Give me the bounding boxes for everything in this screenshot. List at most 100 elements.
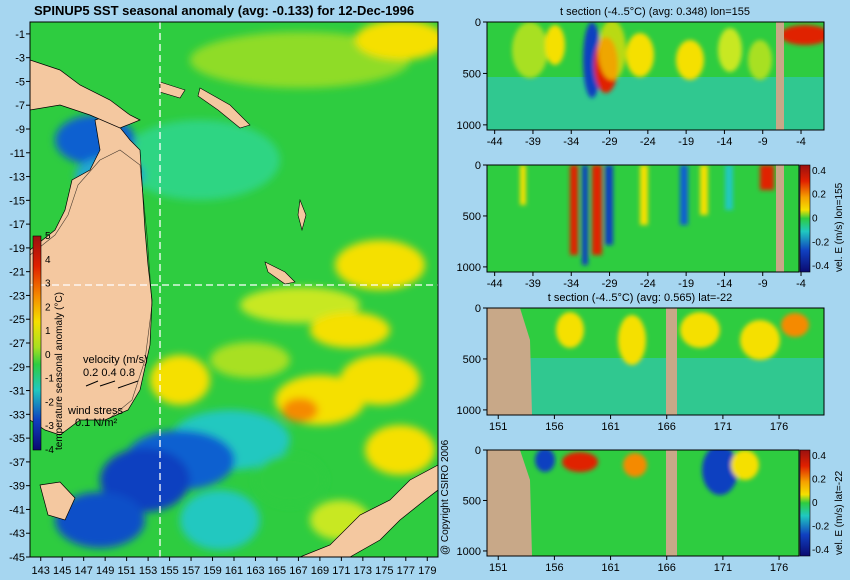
map-y-tick-label: -37 bbox=[9, 457, 25, 469]
land-vanuatu bbox=[297, 198, 307, 232]
map-y-ticks: -1 -3 -5 -7 -9 -11 -13 -15 -17 -19 -21 -23 -25 -27 -29… bbox=[9, 29, 30, 564]
map-x-tick-label: 175 bbox=[375, 565, 393, 577]
panel1-x-tick-label: -39 bbox=[525, 136, 541, 148]
temp-colorbar-tick-label: 2 bbox=[45, 302, 51, 313]
panel2-x-tick-label: -19 bbox=[678, 278, 694, 290]
map-y-tick-label: -5 bbox=[15, 76, 25, 88]
panel2-colorbar-tick-label: 0.2 bbox=[812, 190, 826, 201]
map-y-tick-label: -21 bbox=[9, 267, 25, 279]
map-y-tick-label: -41 bbox=[9, 504, 25, 516]
map-y-tick-label: -31 bbox=[9, 386, 25, 398]
map-x-tick-label: 177 bbox=[397, 565, 415, 577]
panel1-y-tick-label: 1000 bbox=[457, 120, 481, 132]
panel2-x-tick-label: -9 bbox=[758, 278, 768, 290]
land-australia bbox=[30, 114, 153, 436]
panel2-x-tick-label: -44 bbox=[487, 278, 503, 290]
map-x-tick-label: 167 bbox=[289, 565, 307, 577]
wind-legend-label: wind stress bbox=[67, 405, 124, 417]
temp-colorbar bbox=[32, 235, 42, 451]
panel2-colorbar-label: vel. E (m/s) lon=155 bbox=[834, 182, 845, 272]
velocity-legend-arrows bbox=[85, 380, 139, 389]
panel2-ticks: -44 -39 -34 -29 -24 -19 -14 -9 -4 0 500 1000 bbox=[457, 160, 806, 290]
panel2-land bbox=[776, 165, 784, 272]
panel3-x-tick-label: 176 bbox=[770, 421, 788, 433]
panel4-x-tick-label: 161 bbox=[601, 562, 619, 574]
panel1-x-tick-label: -4 bbox=[796, 136, 806, 148]
temp-colorbar-tick-label: 5 bbox=[45, 231, 51, 242]
panel2-x-tick-label: -24 bbox=[640, 278, 656, 290]
map-y-tick-label: -33 bbox=[9, 409, 25, 421]
map-y-tick-label: -9 bbox=[15, 124, 25, 136]
panel1-plot bbox=[487, 22, 824, 130]
map-x-tick-label: 149 bbox=[96, 565, 114, 577]
panel4-x-tick-label: 151 bbox=[489, 562, 507, 574]
map-x-tick-label: 145 bbox=[53, 565, 71, 577]
temp-colorbar-ticks: 5 4 3 2 1 0 -1 -2 -3 -4 bbox=[45, 231, 54, 456]
panel2-x-tick-label: -29 bbox=[602, 278, 618, 290]
map-x-tick-label: 171 bbox=[332, 565, 350, 577]
map-x-tick-label: 143 bbox=[32, 565, 50, 577]
panel1-x-tick-label: -9 bbox=[758, 136, 768, 148]
map-y-tick-label: -15 bbox=[9, 195, 25, 207]
map-x-tick-label: 155 bbox=[160, 565, 178, 577]
panel2-x-tick-label: -39 bbox=[525, 278, 541, 290]
panel2-y-tick-label: 1000 bbox=[457, 262, 481, 274]
copyright: @ Copyright CSIRO 2006 bbox=[440, 439, 451, 555]
map-x-tick-label: 165 bbox=[268, 565, 286, 577]
map-y-tick-label: -43 bbox=[9, 528, 25, 540]
panel2-x-tick-label: -14 bbox=[716, 278, 732, 290]
panel2-x-tick-label: -34 bbox=[563, 278, 579, 290]
panel4-frame bbox=[486, 449, 800, 557]
panel1-land bbox=[776, 22, 784, 130]
map-y-tick-label: -7 bbox=[15, 100, 25, 112]
panel4-x-tick-label: 176 bbox=[770, 562, 788, 574]
velocity-legend-values: 0.2 0.4 0.8 bbox=[83, 367, 135, 379]
panel3-x-tick-label: 161 bbox=[601, 421, 619, 433]
land-new-guinea bbox=[30, 59, 141, 129]
panel1-x-tick-label: -24 bbox=[640, 136, 656, 148]
panel3-y-tick-label: 0 bbox=[475, 303, 481, 315]
panel2-plot bbox=[487, 165, 799, 272]
panel2-y-tick-label: 500 bbox=[463, 211, 481, 223]
panel2-colorbar-tick-label: -0.2 bbox=[812, 237, 830, 248]
panel1-x-tick-label: -29 bbox=[602, 136, 618, 148]
map-y-tick-label: -45 bbox=[9, 552, 25, 564]
panel4-y-tick-label: 500 bbox=[463, 495, 481, 507]
panel4-x-tick-label: 171 bbox=[714, 562, 732, 574]
panel4-land-west bbox=[487, 450, 532, 556]
map-y-tick-label: -25 bbox=[9, 314, 25, 326]
land-solomon-islands bbox=[197, 87, 251, 129]
panel4-y-tick-label: 1000 bbox=[457, 546, 481, 558]
panel4-land-mid bbox=[666, 450, 677, 556]
panel2-colorbar-tick-label: -0.4 bbox=[812, 261, 830, 272]
panel3-x-tick-label: 166 bbox=[658, 421, 676, 433]
panel4-colorbar-tick-label: -0.2 bbox=[812, 522, 830, 533]
temp-colorbar-tick-label: 3 bbox=[45, 279, 51, 290]
panel4-x-tick-label: 156 bbox=[545, 562, 563, 574]
temp-colorbar-tick-label: 1 bbox=[45, 326, 51, 337]
shelf-contour bbox=[30, 149, 153, 419]
panel2-colorbar-ticks: 0.4 0.2 0 -0.2 -0.4 bbox=[812, 166, 830, 272]
map-y-tick-label: -35 bbox=[9, 433, 25, 445]
panel3-y-tick-label: 1000 bbox=[457, 405, 481, 417]
map-x-tick-label: 153 bbox=[139, 565, 157, 577]
map-x-tick-label: 151 bbox=[117, 565, 135, 577]
panel2-colorbar-tick-label: 0.4 bbox=[812, 166, 826, 177]
panel3-ticks: 151 156 161 166 171 176 0 500 1000 bbox=[457, 303, 789, 433]
temp-colorbar-tick-label: 4 bbox=[45, 255, 51, 266]
map-y-tick-label: -23 bbox=[9, 290, 25, 302]
map-x-tick-label: 159 bbox=[203, 565, 221, 577]
panel2-frame bbox=[486, 164, 800, 273]
panel4-colorbar-tick-label: 0.2 bbox=[812, 474, 826, 485]
panel3-x-tick-label: 151 bbox=[489, 421, 507, 433]
map-y-tick-label: -27 bbox=[9, 338, 25, 350]
map-y-tick-label: -17 bbox=[9, 219, 25, 231]
panel4-colorbar-tick-label: 0 bbox=[812, 498, 818, 509]
panel2-colorbar-tick-label: 0 bbox=[812, 214, 818, 225]
panel4-y-tick-label: 0 bbox=[475, 445, 481, 457]
temp-colorbar-tick-label: -3 bbox=[45, 421, 54, 432]
panel1-x-tick-label: -19 bbox=[678, 136, 694, 148]
temp-colorbar-tick-label: 0 bbox=[45, 350, 51, 361]
